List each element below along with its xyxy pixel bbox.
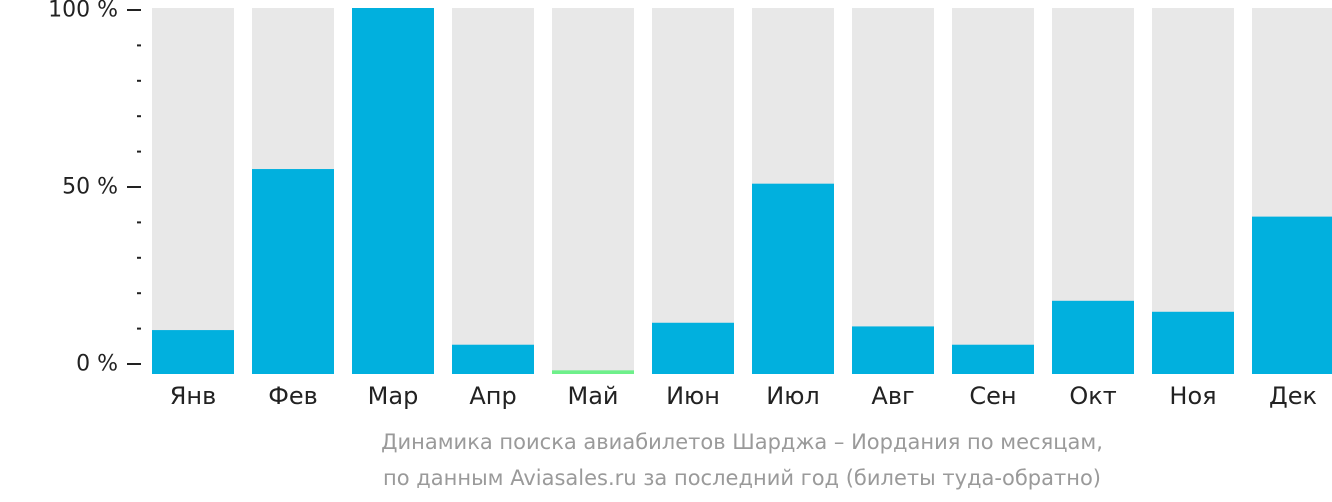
caption-line-1: Динамика поиска авиабилетов Шарджа – Иор… (381, 430, 1103, 454)
bar-background (152, 8, 234, 374)
bar (652, 322, 734, 374)
bar (1152, 311, 1234, 374)
x-axis-labels: Янв Фев Мар Апр Май Июн Июл Авг Сен Окт Ноя Дек (170, 382, 1317, 410)
y-axis: 0 % 50 % 100 % (48, 0, 141, 377)
bar (552, 370, 634, 374)
x-tick-label: Май (567, 382, 618, 410)
bar (452, 344, 534, 374)
bar (152, 330, 234, 374)
x-tick-label: Июл (766, 382, 820, 410)
x-tick-label: Ноя (1169, 382, 1216, 410)
y-tick-label: 0 % (76, 352, 118, 377)
bar (1052, 300, 1134, 374)
x-tick-label: Апр (469, 382, 516, 410)
bar-background (552, 8, 634, 374)
bars (152, 8, 1332, 374)
x-tick-label: Янв (170, 382, 217, 410)
x-tick-label: Июн (666, 382, 720, 410)
bar-background (452, 8, 534, 374)
bar-chart: 0 % 50 % 100 % Янв Фев Мар Апр Май Июн Июл Авг Сен… (48, 0, 1332, 410)
caption-line-2: по данным Aviasales.ru за последний год … (383, 466, 1101, 490)
x-tick-label: Мар (368, 382, 419, 410)
bar (352, 8, 434, 374)
bar-background (652, 8, 734, 374)
bar (852, 326, 934, 374)
x-tick-label: Авг (871, 382, 914, 410)
y-tick-label: 50 % (62, 175, 118, 200)
x-tick-label: Окт (1069, 382, 1116, 410)
bar-background (852, 8, 934, 374)
bar (252, 169, 334, 374)
bar-background (952, 8, 1034, 374)
x-tick-label: Фев (268, 382, 318, 410)
bar (1252, 216, 1332, 374)
x-tick-label: Сен (969, 382, 1016, 410)
y-tick-label: 100 % (48, 0, 118, 23)
x-tick-label: Дек (1269, 382, 1317, 410)
bar (752, 183, 834, 374)
bar (952, 344, 1034, 374)
